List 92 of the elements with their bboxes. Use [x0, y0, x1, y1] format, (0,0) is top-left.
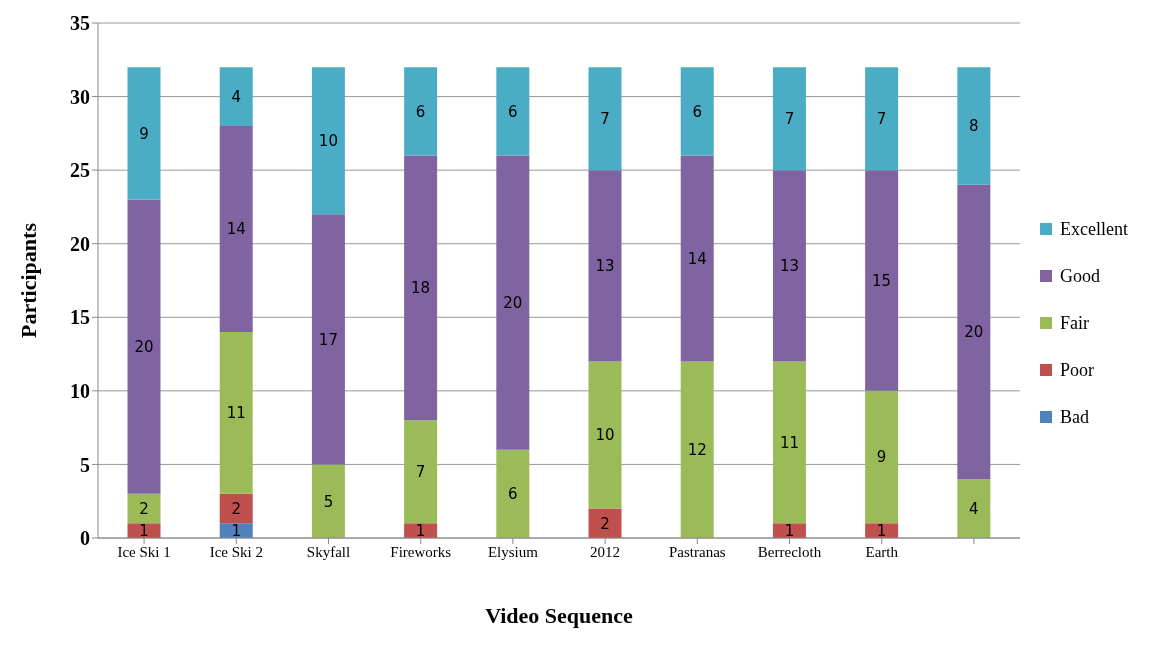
data-label: 7 — [876, 109, 887, 128]
x-axis-title: Video Sequence — [485, 603, 634, 628]
y-axis-title: Participants — [15, 222, 41, 338]
data-label: 7 — [784, 109, 795, 128]
data-label: 11 — [226, 404, 246, 423]
data-label: 10 — [595, 426, 615, 445]
y-tick-label: 5 — [80, 453, 90, 476]
bar — [865, 170, 899, 391]
bar — [311, 214, 345, 465]
data-label: 7 — [600, 109, 610, 128]
data-label: 9 — [876, 448, 887, 467]
x-tick-label: Earth — [865, 543, 899, 560]
bar — [219, 493, 253, 524]
data-label: 1 — [876, 521, 887, 540]
x-tick-label: Fireworks — [390, 543, 452, 560]
bar — [588, 170, 622, 362]
data-label: 20 — [503, 293, 523, 312]
bar — [219, 67, 253, 126]
y-tick-label: 35 — [70, 12, 90, 35]
x-tick-label: 2012 — [590, 543, 621, 560]
legend-label: Excellent — [1060, 218, 1128, 240]
legend-label: Bad — [1060, 406, 1090, 428]
bar — [404, 155, 438, 421]
bar — [219, 332, 253, 494]
data-label: 4 — [231, 87, 241, 106]
data-label: 1 — [231, 521, 241, 540]
data-label: 14 — [687, 249, 707, 268]
bar — [496, 155, 530, 450]
data-label: 17 — [318, 330, 338, 349]
data-label: 11 — [779, 433, 799, 452]
bar — [957, 479, 991, 538]
bar — [496, 449, 530, 538]
bar — [404, 420, 438, 524]
bar — [219, 126, 253, 332]
x-tick-label: Berrecloth — [757, 543, 822, 560]
data-label: 6 — [415, 102, 426, 121]
y-tick-label: 10 — [70, 379, 90, 402]
data-label: 7 — [415, 463, 426, 482]
data-label: 15 — [872, 271, 892, 290]
bar — [680, 155, 714, 362]
y-tick-label: 25 — [70, 159, 90, 182]
data-label: 20 — [964, 323, 984, 342]
bar — [957, 67, 991, 185]
x-tick-label: Pastranas — [668, 543, 726, 560]
bar — [680, 361, 714, 538]
data-label: 6 — [692, 102, 702, 121]
data-label: 20 — [134, 338, 154, 357]
data-label: 2 — [231, 499, 241, 518]
data-label: 5 — [323, 492, 334, 511]
bar — [127, 493, 161, 524]
bar — [865, 67, 899, 171]
x-tick-label: Ice Ski 2 — [209, 543, 263, 560]
data-label: 18 — [411, 279, 431, 298]
data-label: 2 — [139, 499, 149, 518]
data-label: 6 — [508, 102, 518, 121]
bar — [311, 67, 345, 215]
data-label: 1 — [784, 521, 795, 540]
data-label: 10 — [318, 132, 338, 151]
legend-label: Good — [1060, 265, 1101, 287]
y-tick-label: 0 — [80, 527, 90, 550]
data-label: 4 — [969, 499, 979, 518]
y-tick-label: 20 — [70, 232, 90, 255]
y-tick-label: 30 — [70, 85, 90, 108]
bar — [588, 361, 622, 509]
data-label: 14 — [226, 220, 246, 239]
data-label: 1 — [139, 521, 149, 540]
bar — [311, 464, 345, 538]
bar — [127, 67, 161, 200]
bar — [957, 184, 991, 480]
y-tick-label: 15 — [70, 306, 90, 329]
bar — [772, 67, 806, 171]
data-label: 8 — [969, 117, 979, 136]
data-label: 9 — [139, 124, 149, 143]
bar — [496, 67, 530, 156]
bar — [772, 361, 806, 524]
bar — [127, 199, 161, 494]
x-tick-label: Ice Ski 1 — [117, 543, 171, 560]
x-tick-label: Skyfall — [306, 543, 351, 560]
bar — [680, 67, 714, 156]
bar — [865, 390, 899, 524]
data-label: 2 — [600, 514, 610, 533]
x-tick-label: Elysium — [487, 543, 539, 560]
data-label: 12 — [687, 441, 707, 460]
data-label: 1 — [415, 521, 426, 540]
data-label: 13 — [779, 257, 799, 276]
bar — [772, 170, 806, 362]
data-label: 13 — [595, 257, 615, 276]
data-label: 6 — [508, 485, 518, 504]
legend-label: Poor — [1060, 359, 1095, 381]
bar — [588, 67, 622, 171]
legend-label: Fair — [1060, 312, 1090, 334]
bar — [404, 67, 438, 156]
